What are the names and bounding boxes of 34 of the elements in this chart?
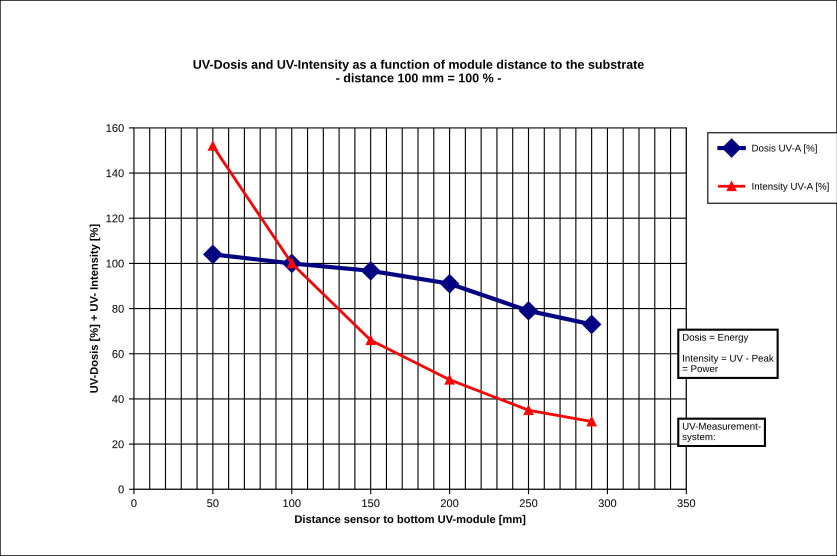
- y-tick-label: 120: [106, 214, 124, 222]
- x-tick-label: 150: [362, 499, 380, 508]
- point: [444, 374, 454, 385]
- point: [440, 274, 460, 294]
- y-tick-label: 80: [112, 304, 124, 313]
- y-tick-label: 100: [106, 260, 124, 268]
- x-axis-title: Distance sensor to bottom UV-module [mm]: [295, 514, 526, 526]
- x-tick-label: 0: [131, 499, 137, 508]
- x-tick-label: 100: [283, 499, 301, 508]
- y-tick-label: 140: [106, 169, 124, 178]
- point: [586, 416, 596, 426]
- point: [208, 141, 218, 151]
- y-tick-label: 60: [112, 350, 124, 358]
- point: [361, 261, 380, 280]
- y-axis-title: UV-Dosis [%] + UV- Intensity [%]: [90, 224, 100, 393]
- point: [366, 335, 376, 346]
- annotation: UV-Measurement- system:: [682, 422, 761, 442]
- x-tick-label: 200: [440, 499, 458, 508]
- point: [524, 405, 534, 416]
- text: Dosis = Energy Intensity = UV - Peak = Power: [682, 334, 774, 372]
- legend-label: Dosis UV-A [%]: [752, 144, 817, 154]
- x-tick-label: 350: [677, 499, 696, 508]
- y-tick-label: 160: [106, 124, 124, 132]
- y-tick-label: 0: [118, 486, 124, 494]
- point: [518, 301, 538, 320]
- x-tick-label: 50: [207, 499, 219, 508]
- point: [203, 244, 222, 264]
- point: [582, 314, 602, 334]
- legend-label: Intensity UV-A [%]: [752, 182, 829, 192]
- x-tick-label: 250: [520, 499, 538, 508]
- y-tick-label: 40: [112, 395, 124, 404]
- x-tick-label: 300: [598, 499, 616, 508]
- y-tick-label: 20: [112, 440, 124, 448]
- chart-title: UV-Dosis and UV-Intensity as a function of module distance to the substrate - distance 100 mm = 100 % -: [194, 60, 644, 82]
